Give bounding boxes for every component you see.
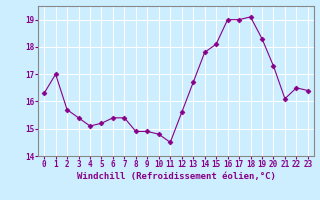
X-axis label: Windchill (Refroidissement éolien,°C): Windchill (Refroidissement éolien,°C) — [76, 172, 276, 181]
